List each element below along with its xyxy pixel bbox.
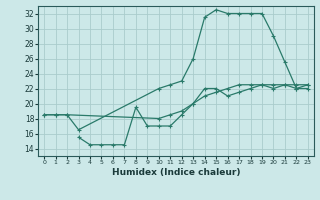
X-axis label: Humidex (Indice chaleur): Humidex (Indice chaleur) <box>112 168 240 177</box>
